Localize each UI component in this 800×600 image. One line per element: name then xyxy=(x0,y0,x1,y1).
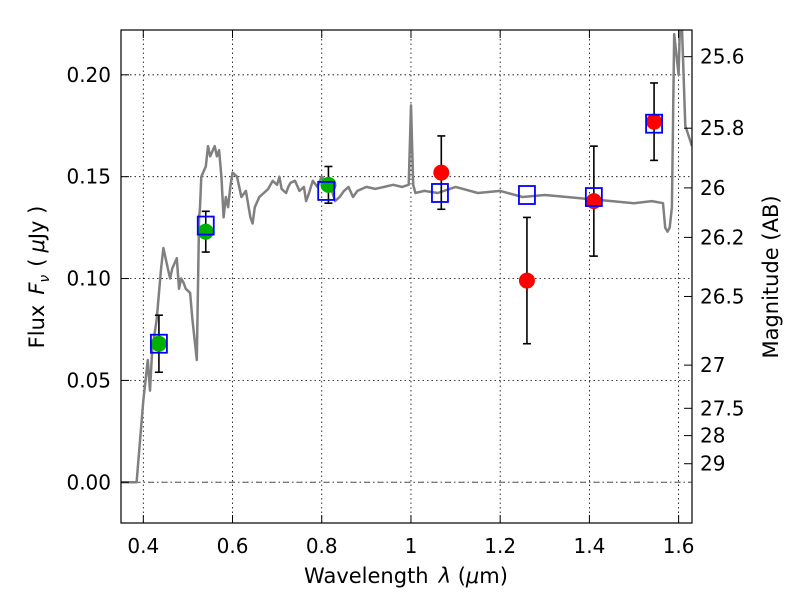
x-tick-label: 1.4 xyxy=(573,534,605,558)
mag-tick-label: 27 xyxy=(700,353,725,377)
x-tick-label: 0.8 xyxy=(306,534,338,558)
x-tick-label: 1 xyxy=(405,534,418,558)
y-tick-label: 0.00 xyxy=(66,470,111,494)
observed-red-point xyxy=(518,272,535,289)
model-band-square xyxy=(431,183,449,203)
observed-red-point xyxy=(433,164,450,181)
mag-tick-label: 25.6 xyxy=(700,45,745,69)
observed-red-point xyxy=(646,113,663,130)
model-spectrum-line xyxy=(121,30,692,484)
x-axis-label: Wavelength λ (μm) xyxy=(304,564,508,588)
x-tick-label: 0.6 xyxy=(217,534,249,558)
y-tick-label: 0.05 xyxy=(66,368,111,392)
model-band-square xyxy=(584,187,603,207)
grid-lines xyxy=(121,30,692,523)
right-axis-label: Magnitude (AB) xyxy=(759,195,783,358)
mag-tick-label: 28 xyxy=(700,424,725,448)
x-tick-label: 1.2 xyxy=(484,534,516,558)
y-tick-label: 0.10 xyxy=(66,267,111,291)
mag-tick-label: 27.5 xyxy=(700,396,745,420)
model-band-square xyxy=(518,185,536,205)
plot-frame xyxy=(120,29,693,524)
model-band-square xyxy=(150,333,168,354)
x-tick-label: 1.6 xyxy=(663,534,695,558)
model-band-square xyxy=(196,215,215,236)
model-band-square xyxy=(645,113,663,134)
y-tick-label: 0.20 xyxy=(66,63,111,87)
mag-tick-label: 26.2 xyxy=(700,225,745,249)
observed-green-point xyxy=(150,335,167,352)
y-axis-label: FluxFν(μJy ) xyxy=(25,206,53,349)
mag-tick-label: 29 xyxy=(700,452,725,476)
y-tick-label: 0.15 xyxy=(66,165,111,189)
x-tick-label: 0.4 xyxy=(127,534,159,558)
observed-green-point xyxy=(197,223,214,240)
axis-ticks: 0.4 0.6 0.8 1 1.2 1.4 1.6 0.00 0.05 0.10 0.15 0.20 2… xyxy=(66,30,745,558)
mag-tick-label: 26 xyxy=(700,176,725,200)
mag-tick-label: 25.8 xyxy=(700,116,745,140)
data-markers xyxy=(150,82,663,374)
model-band-square xyxy=(317,181,336,201)
mag-tick-label: 26.5 xyxy=(700,284,745,308)
